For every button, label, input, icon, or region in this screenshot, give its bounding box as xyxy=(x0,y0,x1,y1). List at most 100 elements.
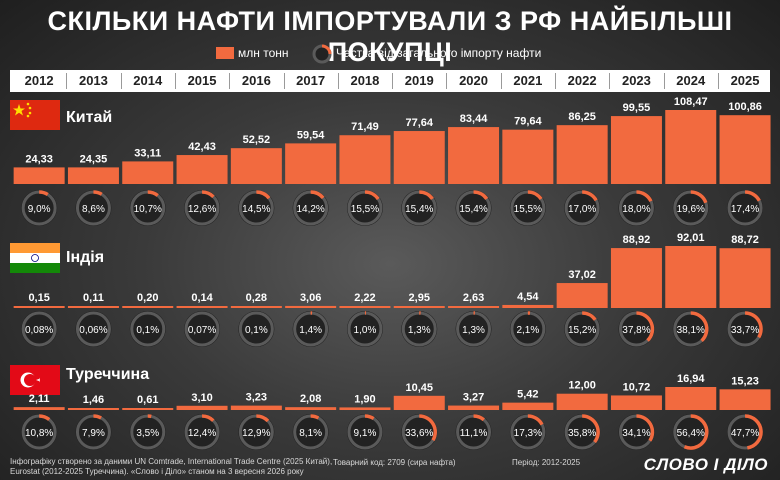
share-ring-bg xyxy=(75,311,112,347)
share-ring-bg xyxy=(238,414,275,450)
bar xyxy=(339,407,391,410)
year-separator xyxy=(120,73,122,89)
share-label: 1,4% xyxy=(299,325,322,336)
legend-bar-label: млн тонн xyxy=(238,46,289,60)
year-label-2012: 2012 xyxy=(24,73,54,88)
share-ring-bg xyxy=(618,311,655,347)
share-ring-arc xyxy=(581,311,597,321)
share-ring-arc xyxy=(744,190,761,202)
year-label-2021: 2021 xyxy=(513,73,543,88)
share-ring-bg xyxy=(455,311,492,347)
year-label-2018: 2018 xyxy=(350,73,380,88)
share-ring-arc xyxy=(473,190,489,201)
share-ring-bg xyxy=(184,414,221,450)
share-ring-arc xyxy=(310,414,320,420)
data-label: 10,45 xyxy=(405,382,433,394)
share-label: 17,4% xyxy=(731,204,759,215)
year-separator xyxy=(229,73,231,89)
share-label: 8,1% xyxy=(299,428,322,439)
data-label: 92,01 xyxy=(677,232,705,244)
year-label-2013: 2013 xyxy=(78,73,108,88)
year-label-2022: 2022 xyxy=(567,73,597,88)
share-ring-arc xyxy=(636,190,653,203)
share-ring-arc xyxy=(147,190,159,197)
share-label: 15,4% xyxy=(459,204,487,215)
share-ring-arc xyxy=(527,414,544,426)
share-label: 10,8% xyxy=(25,428,53,439)
share-ring-arc xyxy=(744,311,763,339)
data-label: 24,33 xyxy=(25,153,53,165)
share-label: 15,5% xyxy=(514,204,542,215)
data-label: 52,52 xyxy=(243,134,271,146)
share-ring-bg xyxy=(672,190,709,226)
year-label-2017: 2017 xyxy=(296,73,326,88)
share-ring-bg xyxy=(618,190,655,226)
year-separator xyxy=(500,73,502,89)
data-label: 3,23 xyxy=(246,392,267,404)
data-label: 59,54 xyxy=(297,129,325,141)
share-label: 18,0% xyxy=(622,204,650,215)
share-ring-arc xyxy=(39,190,49,197)
share-ring-bg xyxy=(401,190,438,226)
data-label: 5,42 xyxy=(517,389,538,401)
year-separator xyxy=(66,73,68,89)
bar xyxy=(665,387,717,410)
bar xyxy=(448,306,500,308)
bar xyxy=(719,248,771,308)
bar xyxy=(610,116,662,184)
bar xyxy=(122,408,174,410)
share-label: 12,4% xyxy=(188,428,216,439)
share-ring-arc xyxy=(582,190,598,202)
country-label-turkey: Туреччина xyxy=(66,366,150,383)
share-ring-bg xyxy=(184,190,221,226)
year-separator xyxy=(392,73,394,89)
bar xyxy=(176,306,228,308)
bar xyxy=(67,306,119,308)
share-ring-arc xyxy=(636,414,655,442)
panel-0: 24,33 9,0% 24,35 8,6% 33,11 10,7% 42,43 12,6% 52… xyxy=(13,96,771,226)
share-ring-bg xyxy=(129,414,166,450)
share-ring-arc xyxy=(93,190,103,196)
share-ring-bg xyxy=(346,414,383,450)
share-ring-arc xyxy=(201,190,215,199)
data-label: 1,90 xyxy=(354,393,375,405)
data-label: 86,25 xyxy=(568,111,596,123)
share-ring-track xyxy=(130,311,166,347)
bar xyxy=(13,306,65,308)
data-label: 33,11 xyxy=(134,147,161,159)
bar xyxy=(285,407,337,410)
bar xyxy=(285,143,337,184)
data-label: 0,11 xyxy=(83,292,104,304)
turkey-flag-icon xyxy=(10,365,60,395)
data-label: 0,20 xyxy=(137,292,158,304)
share-label: 14,5% xyxy=(242,204,270,215)
bar xyxy=(393,395,445,410)
share-ring-bg xyxy=(564,414,601,450)
data-label: 1,46 xyxy=(83,394,104,406)
year-header: 2012 2013 2014 2015 2016 2017 2018 2019 2020 2021… xyxy=(10,70,770,92)
data-label: 12,00 xyxy=(568,380,596,392)
bar xyxy=(67,167,119,184)
share-ring-arc xyxy=(419,414,437,442)
bar xyxy=(230,306,282,308)
share-ring-bg xyxy=(129,311,166,347)
share-ring-bg xyxy=(184,311,221,347)
data-label: 37,02 xyxy=(568,269,596,281)
bar xyxy=(448,405,500,410)
share-ring-arc xyxy=(582,414,600,444)
bar xyxy=(556,125,608,184)
bar xyxy=(719,115,771,184)
share-ring-bg xyxy=(509,190,546,226)
data-label: 79,64 xyxy=(514,116,542,128)
share-label: 33,6% xyxy=(405,428,433,439)
share-ring-track xyxy=(21,311,57,347)
share-ring-track xyxy=(184,311,220,347)
share-label: 12,9% xyxy=(242,428,270,439)
data-label: 0,61 xyxy=(137,394,158,406)
share-ring-arc xyxy=(364,190,380,201)
data-label: 0,28 xyxy=(246,292,267,304)
bar xyxy=(230,405,282,410)
year-separator xyxy=(174,73,176,89)
share-ring-arc xyxy=(310,190,325,200)
